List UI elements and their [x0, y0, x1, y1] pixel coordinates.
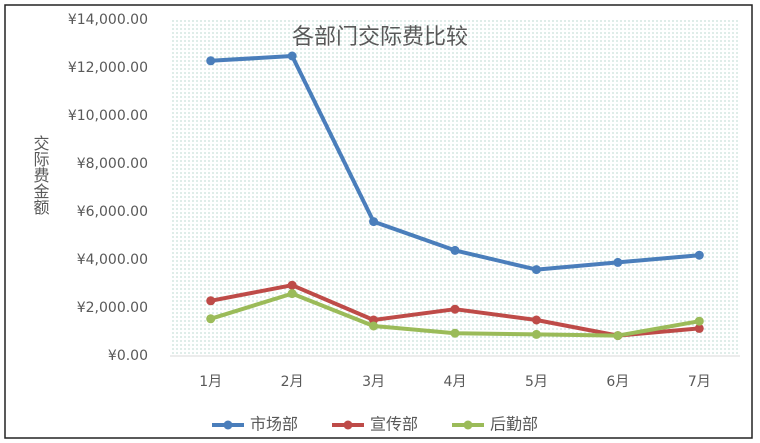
- legend-label: 宣传部: [370, 415, 418, 434]
- legend-marker: [223, 420, 233, 430]
- legend-label: 后勤部: [490, 415, 538, 434]
- legend-marker: [463, 420, 473, 430]
- y-axis-label: 交际费金额: [31, 135, 50, 215]
- data-point: [287, 51, 297, 61]
- y-tick-label: ¥0.00: [108, 348, 148, 364]
- y-tick-label: ¥14,000.00: [68, 12, 148, 28]
- data-point: [206, 296, 216, 306]
- y-tick-label: ¥8,000.00: [77, 156, 148, 172]
- data-point: [694, 323, 704, 333]
- data-point: [531, 265, 541, 275]
- y-tick-label: ¥12,000.00: [68, 60, 148, 76]
- x-tick-label: 3月: [362, 374, 385, 390]
- data-point: [450, 328, 460, 338]
- data-point: [531, 315, 541, 325]
- data-point: [206, 314, 216, 324]
- data-point: [287, 289, 297, 299]
- data-point: [206, 56, 216, 66]
- x-tick-label: 4月: [444, 374, 467, 390]
- data-point: [287, 280, 297, 290]
- y-tick-label: ¥10,000.00: [68, 108, 148, 124]
- data-point: [450, 304, 460, 314]
- x-tick-label: 6月: [606, 374, 629, 390]
- x-tick-label: 2月: [281, 374, 304, 390]
- data-point: [369, 217, 379, 227]
- data-point: [694, 250, 704, 260]
- data-point: [613, 331, 623, 341]
- legend-label: 市场部: [250, 415, 298, 434]
- x-tick-label: 1月: [199, 374, 222, 390]
- y-tick-label: ¥4,000.00: [77, 252, 148, 268]
- y-tick-label: ¥2,000.00: [77, 300, 148, 316]
- chart-title: 各部门交际费比较: [292, 25, 468, 50]
- x-tick-label: 5月: [525, 374, 548, 390]
- data-point: [694, 316, 704, 326]
- x-tick-label: 7月: [688, 374, 711, 390]
- data-point: [369, 321, 379, 331]
- legend-marker: [343, 420, 353, 430]
- data-point: [613, 257, 623, 267]
- data-point: [450, 245, 460, 255]
- y-tick-label: ¥6,000.00: [77, 204, 148, 220]
- data-point: [531, 329, 541, 339]
